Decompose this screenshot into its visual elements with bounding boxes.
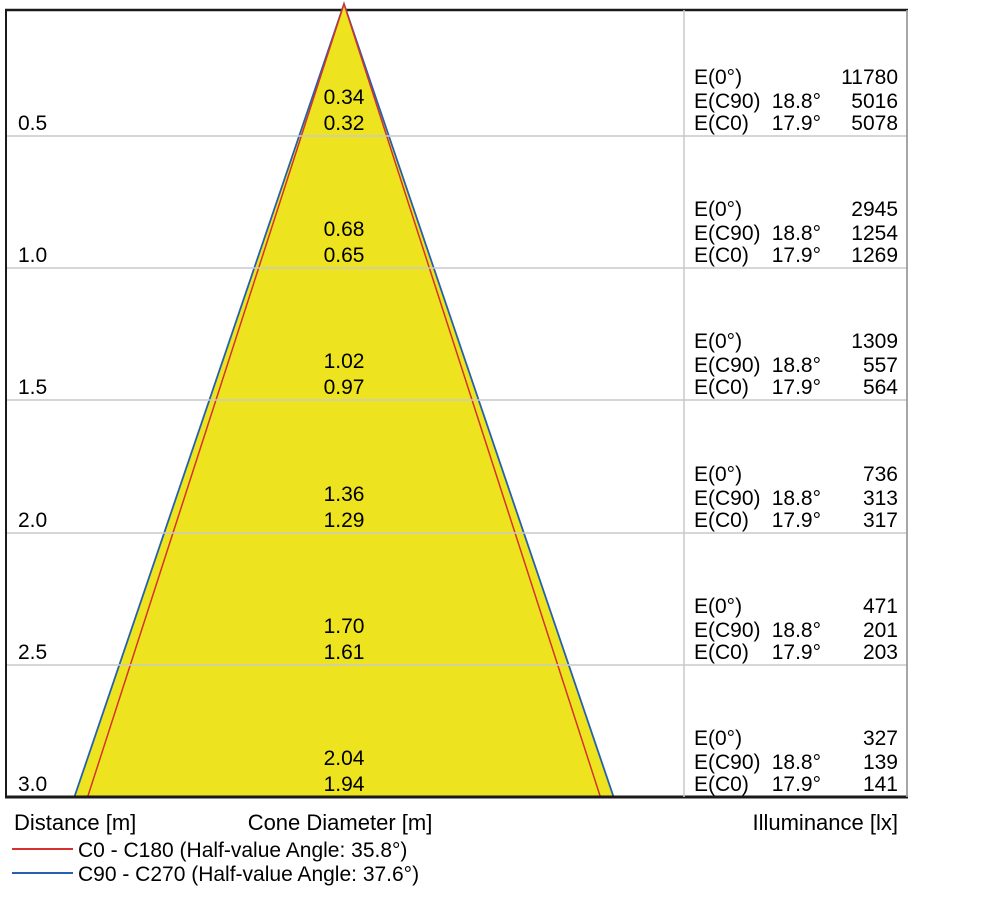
ec90-label: E(C90) (694, 222, 761, 245)
table-row: 1.5 1.02 0.97 E(0°) 1309 E(C90) 18.8° 55… (18, 330, 898, 399)
ec0-value: 564 (863, 376, 898, 399)
cone-diameter-c90-value: 0.34 (324, 86, 365, 109)
table-row: 3.0 2.04 1.94 E(0°) 327 E(C90) 18.8° 139… (18, 727, 898, 796)
ec90-angle: 18.8° (772, 619, 821, 642)
illuminance-axis-label: Illuminance [lx] (752, 810, 898, 835)
e0-value: 736 (863, 463, 898, 486)
legend: C0 - C180 (Half-value Angle: 35.8°) C90 … (12, 839, 419, 886)
cone-diameter-c90-value: 1.70 (324, 615, 365, 638)
distance-axis-label: Distance [m] (14, 810, 136, 835)
ec0-value: 141 (863, 773, 898, 796)
distance-value: 2.5 (18, 641, 47, 664)
ec90-label: E(C90) (694, 751, 761, 774)
ec90-angle: 18.8° (772, 751, 821, 774)
ec90-value: 1254 (851, 222, 898, 245)
cone-diameter-c90-value: 1.02 (324, 350, 365, 373)
legend-label-c0-c180: C0 - C180 (Half-value Angle: 35.8°) (78, 839, 407, 862)
ec0-label: E(C0) (694, 376, 749, 399)
e0-label: E(0°) (694, 595, 742, 618)
e0-value: 327 (863, 727, 898, 750)
ec0-angle: 17.9° (772, 773, 821, 796)
distance-value: 1.0 (18, 244, 47, 267)
distance-value: 1.5 (18, 376, 47, 399)
ec0-angle: 17.9° (772, 509, 821, 532)
ec0-value: 1269 (851, 244, 898, 267)
cone-diameter-c90-value: 1.36 (324, 483, 365, 506)
ec90-value: 313 (863, 487, 898, 510)
ec90-angle: 18.8° (772, 222, 821, 245)
cone-diameter-c0-value: 0.32 (324, 112, 365, 135)
ec90-value: 557 (863, 354, 898, 377)
cone-diameter-c0-value: 0.65 (324, 244, 365, 267)
table-row: 1.0 0.68 0.65 E(0°) 2945 E(C90) 18.8° 12… (18, 198, 898, 267)
ec0-value: 5078 (851, 112, 898, 135)
e0-label: E(0°) (694, 727, 742, 750)
e0-label: E(0°) (694, 198, 742, 221)
cone-diameter-c0-value: 1.61 (324, 641, 365, 664)
ec90-angle: 18.8° (772, 354, 821, 377)
e0-value: 471 (863, 595, 898, 618)
ec0-label: E(C0) (694, 244, 749, 267)
cone-diameter-axis-label: Cone Diameter [m] (248, 810, 433, 835)
e0-value: 2945 (851, 198, 898, 221)
ec90-angle: 18.8° (772, 90, 821, 113)
ec0-label: E(C0) (694, 773, 749, 796)
ec0-angle: 17.9° (772, 112, 821, 135)
ec0-angle: 17.9° (772, 641, 821, 664)
ec90-angle: 18.8° (772, 487, 821, 510)
e0-label: E(0°) (694, 463, 742, 486)
ec90-label: E(C90) (694, 90, 761, 113)
ec90-value: 139 (863, 751, 898, 774)
e0-label: E(0°) (694, 330, 742, 353)
ec0-value: 203 (863, 641, 898, 664)
table-row: 2.5 1.70 1.61 E(0°) 471 E(C90) 18.8° 201… (18, 595, 898, 664)
cone-diameter-c90-value: 2.04 (324, 747, 365, 770)
ec90-value: 5016 (851, 90, 898, 113)
ec0-label: E(C0) (694, 641, 749, 664)
ec90-label: E(C90) (694, 354, 761, 377)
ec0-angle: 17.9° (772, 376, 821, 399)
cone-diameter-c0-value: 1.29 (324, 509, 365, 532)
e0-label: E(0°) (694, 66, 742, 89)
ec0-label: E(C0) (694, 509, 749, 532)
ec90-label: E(C90) (694, 487, 761, 510)
legend-label-c90-c270: C90 - C270 (Half-value Angle: 37.6°) (78, 863, 419, 886)
cone-diameter-c0-value: 0.97 (324, 376, 365, 399)
e0-value: 11780 (841, 66, 898, 89)
distance-value: 0.5 (18, 112, 47, 135)
ec0-label: E(C0) (694, 112, 749, 135)
ec90-label: E(C90) (694, 619, 761, 642)
ec90-value: 201 (863, 619, 898, 642)
cone-diameter-c90-value: 0.68 (324, 218, 365, 241)
e0-value: 1309 (851, 330, 898, 353)
ec0-value: 317 (863, 509, 898, 532)
cone-diameter-c0-value: 1.94 (324, 773, 365, 796)
distance-value: 2.0 (18, 509, 47, 532)
table-row: 0.5 0.34 0.32 E(0°) 11780 E(C90) 18.8° 5… (18, 66, 898, 135)
distance-value: 3.0 (18, 773, 47, 796)
ec0-angle: 17.9° (772, 244, 821, 267)
table-row: 2.0 1.36 1.29 E(0°) 736 E(C90) 18.8° 313… (18, 463, 898, 532)
